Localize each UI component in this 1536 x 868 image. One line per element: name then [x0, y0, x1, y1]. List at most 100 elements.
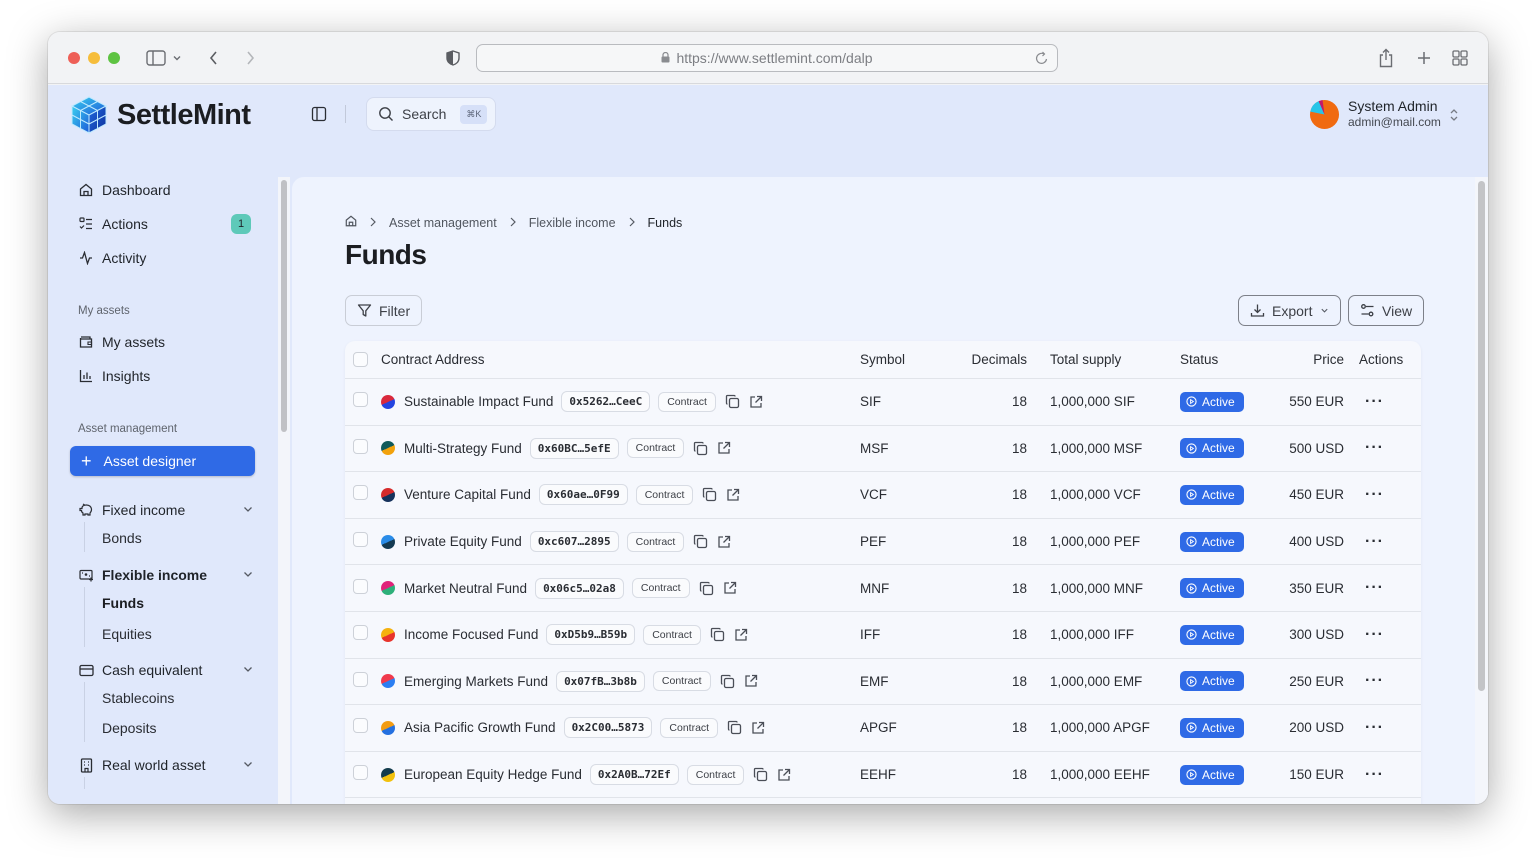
fund-name[interactable]: Venture Capital Fund	[404, 487, 531, 503]
privacy-shield-icon[interactable]	[446, 46, 460, 70]
row-checkbox[interactable]	[353, 578, 368, 594]
chevron-down-icon[interactable]	[242, 662, 254, 678]
column-header-price[interactable]: Price	[1313, 352, 1344, 367]
table-row[interactable]: Market Neutral Fund 0x06c5…02a8 Contract…	[345, 565, 1421, 612]
more-actions-icon[interactable]: ···	[1365, 765, 1384, 783]
row-checkbox[interactable]	[353, 532, 368, 548]
table-row[interactable]: Emerging Markets Fund 0x07fB…3b8b Contra…	[345, 659, 1421, 706]
copy-icon[interactable]	[720, 674, 735, 689]
table-row[interactable]: Asia Pacific Growth Fund 0x2C00…5873 Con…	[345, 705, 1421, 752]
copy-icon[interactable]	[693, 534, 708, 549]
sidebar-item-bonds[interactable]: Bonds	[102, 530, 142, 546]
sidebar-scrollbar-thumb[interactable]	[281, 180, 287, 432]
external-link-icon[interactable]	[744, 674, 758, 688]
back-arrow-icon[interactable]	[208, 46, 220, 70]
chevron-down-icon[interactable]	[242, 567, 254, 583]
row-checkbox[interactable]	[353, 485, 368, 501]
column-header-contract-address[interactable]: Contract Address	[381, 352, 485, 367]
column-header-total-supply[interactable]: Total supply	[1050, 352, 1122, 367]
more-actions-icon[interactable]: ···	[1365, 718, 1384, 736]
contract-address[interactable]: 0xc607…2895	[529, 531, 619, 553]
sidebar-item-actions[interactable]: Actions 1	[78, 213, 254, 235]
sidebar-group-cash-equivalent[interactable]: Cash equivalent	[78, 659, 254, 681]
copy-icon[interactable]	[753, 767, 768, 782]
external-link-icon[interactable]	[777, 768, 791, 782]
copy-icon[interactable]	[710, 627, 725, 642]
more-actions-icon[interactable]: ···	[1365, 485, 1384, 503]
table-row[interactable]: Global Diversified Fund 0xc5C2…59a1 Cont…	[345, 798, 1421, 804]
table-row[interactable]: European Equity Hedge Fund 0x2A0B…72Ef C…	[345, 752, 1421, 799]
external-link-icon[interactable]	[734, 628, 748, 642]
fund-name[interactable]: Income Focused Fund	[404, 627, 539, 643]
copy-icon[interactable]	[693, 441, 708, 456]
sidebar-item-funds[interactable]: Funds	[102, 595, 144, 611]
contract-address[interactable]: 0x2C00…5873	[563, 717, 653, 739]
fund-name[interactable]: European Equity Hedge Fund	[404, 767, 582, 783]
fund-name[interactable]: Sustainable Impact Fund	[404, 394, 554, 410]
chevrons-up-down-icon[interactable]	[1448, 107, 1460, 128]
contract-address[interactable]: 0x60ae…0F99	[538, 484, 628, 506]
view-options-button[interactable]: View	[1348, 295, 1425, 326]
chevron-down-icon[interactable]	[242, 502, 254, 518]
breadcrumb-home-icon[interactable]	[345, 215, 357, 230]
filter-button[interactable]: Filter	[345, 295, 423, 326]
export-button[interactable]: Export	[1238, 295, 1342, 326]
table-row[interactable]: Venture Capital Fund 0x60ae…0F99 Contrac…	[345, 472, 1421, 519]
column-header-symbol[interactable]: Symbol	[860, 352, 906, 367]
table-row[interactable]: Income Focused Fund 0xD5b9…B59b Contract…	[345, 612, 1421, 659]
chevron-down-icon[interactable]	[242, 757, 254, 773]
contract-address[interactable]: 0x2A0B…72Ef	[589, 764, 679, 786]
sidebar-item-my-assets[interactable]: My assets	[78, 331, 254, 353]
share-icon[interactable]	[1378, 46, 1394, 70]
table-row[interactable]: Sustainable Impact Fund 0x5262…CeeC Cont…	[345, 379, 1421, 426]
minimize-window-button[interactable]	[88, 52, 100, 64]
main-scrollbar-thumb[interactable]	[1478, 181, 1485, 691]
collapse-sidebar-button[interactable]	[311, 106, 327, 127]
sidebar-item-insights[interactable]: Insights	[78, 365, 254, 387]
fund-name[interactable]: Asia Pacific Growth Fund	[404, 720, 556, 736]
external-link-icon[interactable]	[717, 441, 731, 455]
column-header-decimals[interactable]: Decimals	[971, 352, 1027, 367]
row-checkbox[interactable]	[353, 765, 368, 781]
more-actions-icon[interactable]: ···	[1365, 392, 1384, 410]
select-all-checkbox[interactable]	[353, 352, 368, 367]
contract-address[interactable]: 0xD5b9…B59b	[546, 624, 636, 646]
sidebar-item-dashboard[interactable]: Dashboard	[78, 179, 254, 201]
sidebar-item-activity[interactable]: Activity	[78, 247, 254, 269]
breadcrumb-asset-management[interactable]: Asset management	[389, 215, 497, 230]
external-link-icon[interactable]	[751, 721, 765, 735]
main-scrollbar[interactable]	[1475, 177, 1488, 804]
search-button[interactable]: Search ⌘K	[366, 97, 496, 131]
contract-address[interactable]: 0x5262…CeeC	[561, 391, 651, 413]
breadcrumb-flexible-income[interactable]: Flexible income	[528, 215, 616, 230]
sidebar-group-flexible-income[interactable]: Flexible income	[78, 564, 254, 586]
tab-overview-icon[interactable]	[1452, 46, 1468, 70]
reload-icon[interactable]	[1035, 50, 1049, 69]
close-window-button[interactable]	[68, 52, 80, 64]
sidebar-group-fixed-income[interactable]: Fixed income	[78, 499, 254, 521]
copy-icon[interactable]	[699, 581, 714, 596]
sidebar-item-equities[interactable]: Equities	[102, 626, 152, 642]
brand-logo[interactable]: SettleMint	[70, 95, 251, 135]
external-link-icon[interactable]	[723, 581, 737, 595]
new-tab-icon[interactable]	[1416, 46, 1432, 70]
sidebar-scrollbar[interactable]	[278, 177, 290, 804]
row-checkbox[interactable]	[353, 718, 368, 734]
maximize-window-button[interactable]	[108, 52, 120, 64]
external-link-icon[interactable]	[717, 535, 731, 549]
asset-designer-button[interactable]: + Asset designer	[70, 446, 255, 476]
forward-arrow-icon[interactable]	[244, 46, 256, 70]
more-actions-icon[interactable]: ···	[1365, 439, 1384, 457]
contract-address[interactable]: 0x60BC…5efE	[529, 437, 619, 459]
fund-name[interactable]: Private Equity Fund	[404, 534, 522, 550]
fund-name[interactable]: Market Neutral Fund	[404, 580, 528, 596]
row-checkbox[interactable]	[353, 671, 368, 687]
sidebar-item-stablecoins[interactable]: Stablecoins	[102, 690, 175, 706]
user-menu[interactable]: System Admin admin@mail.com	[1309, 98, 1441, 130]
copy-icon[interactable]	[727, 720, 742, 735]
fund-name[interactable]: Multi-Strategy Fund	[404, 440, 522, 456]
external-link-icon[interactable]	[749, 395, 763, 409]
row-checkbox[interactable]	[353, 438, 368, 454]
url-bar[interactable]: https://www.settlemint.com/dalp	[476, 44, 1058, 72]
row-checkbox[interactable]	[353, 625, 368, 641]
